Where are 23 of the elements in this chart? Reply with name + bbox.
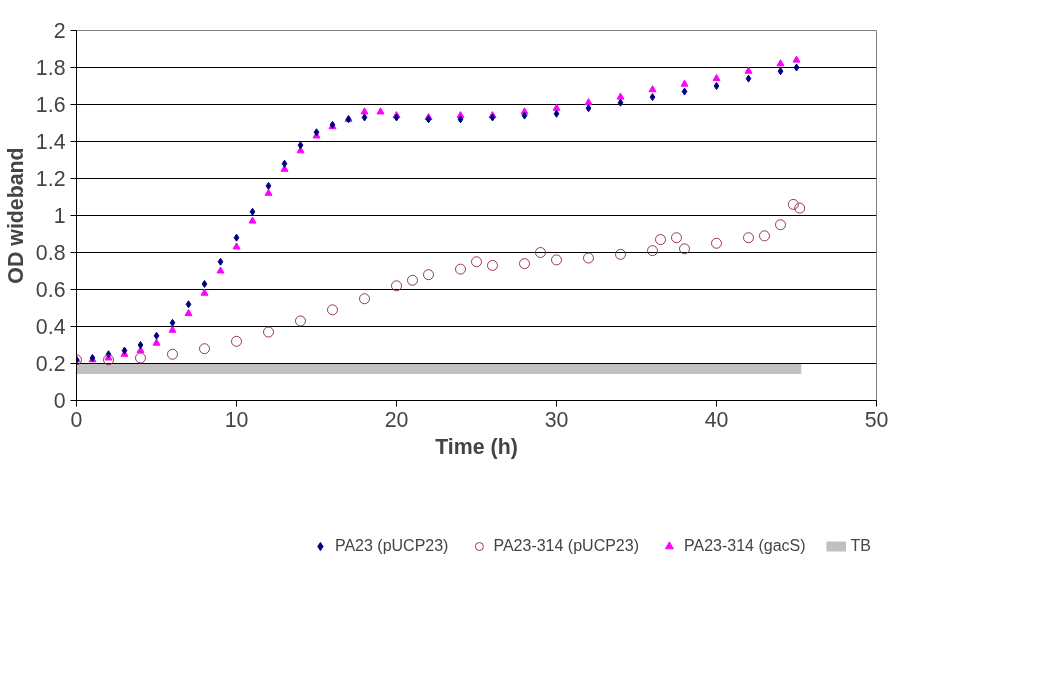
y-tick-label: 1.8 — [35, 56, 66, 80]
y-tick-label: 0.6 — [35, 278, 66, 302]
x-tick-label: 20 — [384, 407, 409, 432]
legend-label: PA23 (pUCP23) — [334, 536, 449, 555]
x-axis-title: Time (h) — [435, 434, 518, 459]
y-tick-label: 1.4 — [35, 130, 66, 154]
x-tick-label: 30 — [544, 407, 569, 432]
y-tick-label: 2 — [53, 19, 66, 43]
legend-label: PA23-314 (gacS) — [684, 536, 806, 555]
y-tick-label: 1 — [53, 204, 66, 228]
x-tick-label: 50 — [864, 407, 889, 432]
y-axis-title: OD wideband — [3, 147, 28, 284]
y-tick-label: 1.6 — [35, 93, 66, 117]
y-tick-label: 0.4 — [35, 315, 66, 339]
y-tick-label: 0 — [53, 389, 66, 413]
x-tick-label: 0 — [70, 407, 83, 432]
legend-label: PA23-314 (pUCP23) — [493, 536, 639, 555]
x-tick-label: 40 — [704, 407, 729, 432]
y-tick-label: 0.8 — [35, 241, 66, 265]
legend-label: TB — [850, 536, 871, 555]
x-tick-label: 10 — [224, 407, 249, 432]
y-tick-label: 0.2 — [35, 352, 66, 376]
y-tick-label: 1.2 — [35, 167, 66, 191]
